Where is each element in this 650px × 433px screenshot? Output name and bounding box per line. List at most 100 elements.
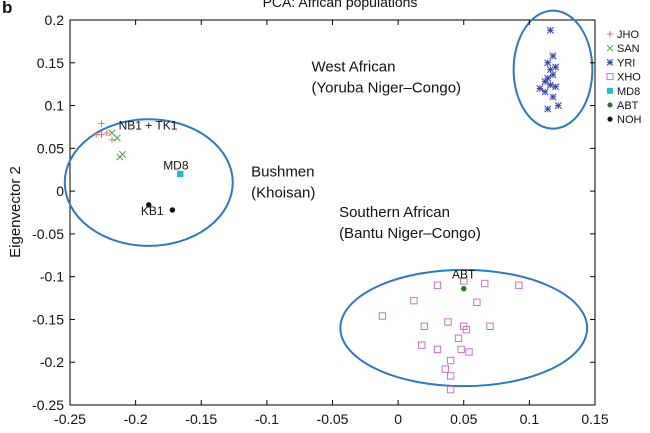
y-tick-label: -0.2 (40, 354, 64, 370)
xho-point (441, 365, 450, 373)
group-label-line: Southern African (339, 204, 450, 221)
y-tick-label: -0.1 (40, 269, 64, 285)
xho-point (433, 281, 442, 289)
legend-label: YRI (617, 57, 635, 69)
y-tick-label: 0 (56, 183, 64, 199)
legend-label: MD8 (617, 86, 640, 98)
yri-point (546, 26, 554, 34)
x-tick-label: -0.15 (185, 411, 217, 427)
noh-legend-marker (607, 116, 613, 122)
y-axis-label: Eigenvector 2 (7, 166, 24, 258)
group-labels: Bushmen (Khoisan) West African (Yoruba Nige… (251, 58, 481, 241)
jho-legend-marker (607, 31, 613, 37)
xho-point (446, 385, 455, 394)
cluster-ellipses (63, 9, 594, 388)
yri-point (549, 52, 557, 60)
point-annotation: NB1 + TK1 (119, 119, 178, 133)
x-tick-label: 0.05 (450, 411, 477, 427)
jho-point (108, 136, 116, 143)
yri-point (544, 105, 552, 113)
xho-legend-marker (606, 73, 614, 81)
x-tick-label: -0.2 (124, 411, 148, 427)
xho-point (378, 312, 387, 320)
xho-point (444, 318, 452, 326)
xho-point (446, 356, 455, 365)
yri-point (552, 83, 560, 91)
x-axis: -0.25 -0.2 -0.15 -0.1 -0.05 0 0.05 0.1 0.15 (54, 20, 609, 427)
y-tick-label: -0.25 (32, 397, 64, 413)
legend: JHO SAN YRI XHO MD8 ABT NOH (606, 29, 642, 126)
jho-point (103, 129, 110, 137)
y-tick-label: 0.15 (37, 55, 64, 71)
xho-point (457, 345, 465, 354)
abt-legend-marker (607, 102, 613, 108)
legend-label: XHO (617, 72, 641, 84)
point-annotations: NB1 + TK1 MD8 KB1 ABT (119, 119, 476, 282)
legend-label: NOH (617, 114, 642, 126)
xho-point (460, 322, 468, 330)
y-axis: 0.2 0.15 0.1 0.05 0 -0.05 -0.1 -0.15 -0.2 -0.25 (32, 12, 595, 413)
x-tick-label: -0.05 (317, 411, 349, 427)
y-tick-label: 0.1 (45, 98, 65, 114)
san-point (116, 153, 124, 161)
group-label-line: (Bantu Niger–Congo) (339, 225, 481, 242)
x-tick-label: -0.1 (255, 411, 279, 427)
san-legend-marker (606, 44, 614, 52)
y-tick-label: 0.2 (45, 12, 65, 28)
cluster-ellipse (512, 9, 594, 130)
yri-legend-marker (606, 59, 614, 66)
yri-point (541, 78, 549, 86)
abt-point (461, 285, 467, 292)
xho-point (481, 279, 489, 288)
x-tick-label: 0 (394, 411, 402, 427)
cluster-ellipse (339, 268, 589, 388)
yri-point (552, 63, 560, 71)
noh-point (146, 202, 152, 208)
yri-point (554, 102, 562, 110)
cluster-ellipse (63, 118, 234, 247)
yri-point (546, 81, 554, 89)
panel-letter: b (2, 0, 12, 17)
xho-point (460, 277, 468, 285)
yri-point (549, 93, 557, 101)
yri-point (549, 71, 557, 79)
legend-label: ABT (617, 100, 639, 112)
group-label-line: (Yoruba Niger–Congo) (312, 79, 462, 96)
x-tick-label: 0.15 (581, 411, 608, 427)
xho-point (410, 296, 418, 305)
point-annotation: ABT (452, 267, 476, 281)
md8-legend-marker (607, 87, 613, 94)
legend-label: SAN (617, 43, 640, 55)
xho-point (446, 372, 455, 380)
data-points (93, 26, 562, 394)
jho-point (98, 120, 105, 127)
x-tick-label: -0.25 (54, 411, 86, 427)
y-tick-label: 0.05 (37, 140, 64, 156)
point-annotation: MD8 (163, 159, 189, 173)
xho-point (473, 298, 481, 307)
y-tick-label: -0.05 (32, 226, 64, 242)
group-label-line: Bushmen (251, 164, 314, 181)
xho-point (486, 322, 494, 330)
yri-point (544, 59, 552, 67)
yri-point (536, 84, 544, 92)
y-tick-label: -0.15 (32, 311, 64, 327)
xho-point (433, 345, 442, 354)
noh-point (169, 207, 176, 213)
san-point (113, 134, 121, 142)
xho-point (465, 348, 473, 356)
legend-label: JHO (617, 29, 639, 41)
jho-point (98, 131, 105, 138)
x-tick-label: 0.1 (520, 411, 540, 427)
yri-point (541, 88, 549, 96)
xho-point (454, 334, 463, 342)
xho-point (418, 341, 426, 349)
md8-point (177, 170, 184, 178)
point-annotation: KB1 (141, 204, 164, 218)
xho-point (420, 322, 429, 330)
group-label-line: (Khoisan) (251, 185, 315, 202)
chart-title: PCA: African populations (263, 0, 418, 10)
group-label-line: West African (312, 58, 396, 75)
xho-point (515, 281, 523, 289)
